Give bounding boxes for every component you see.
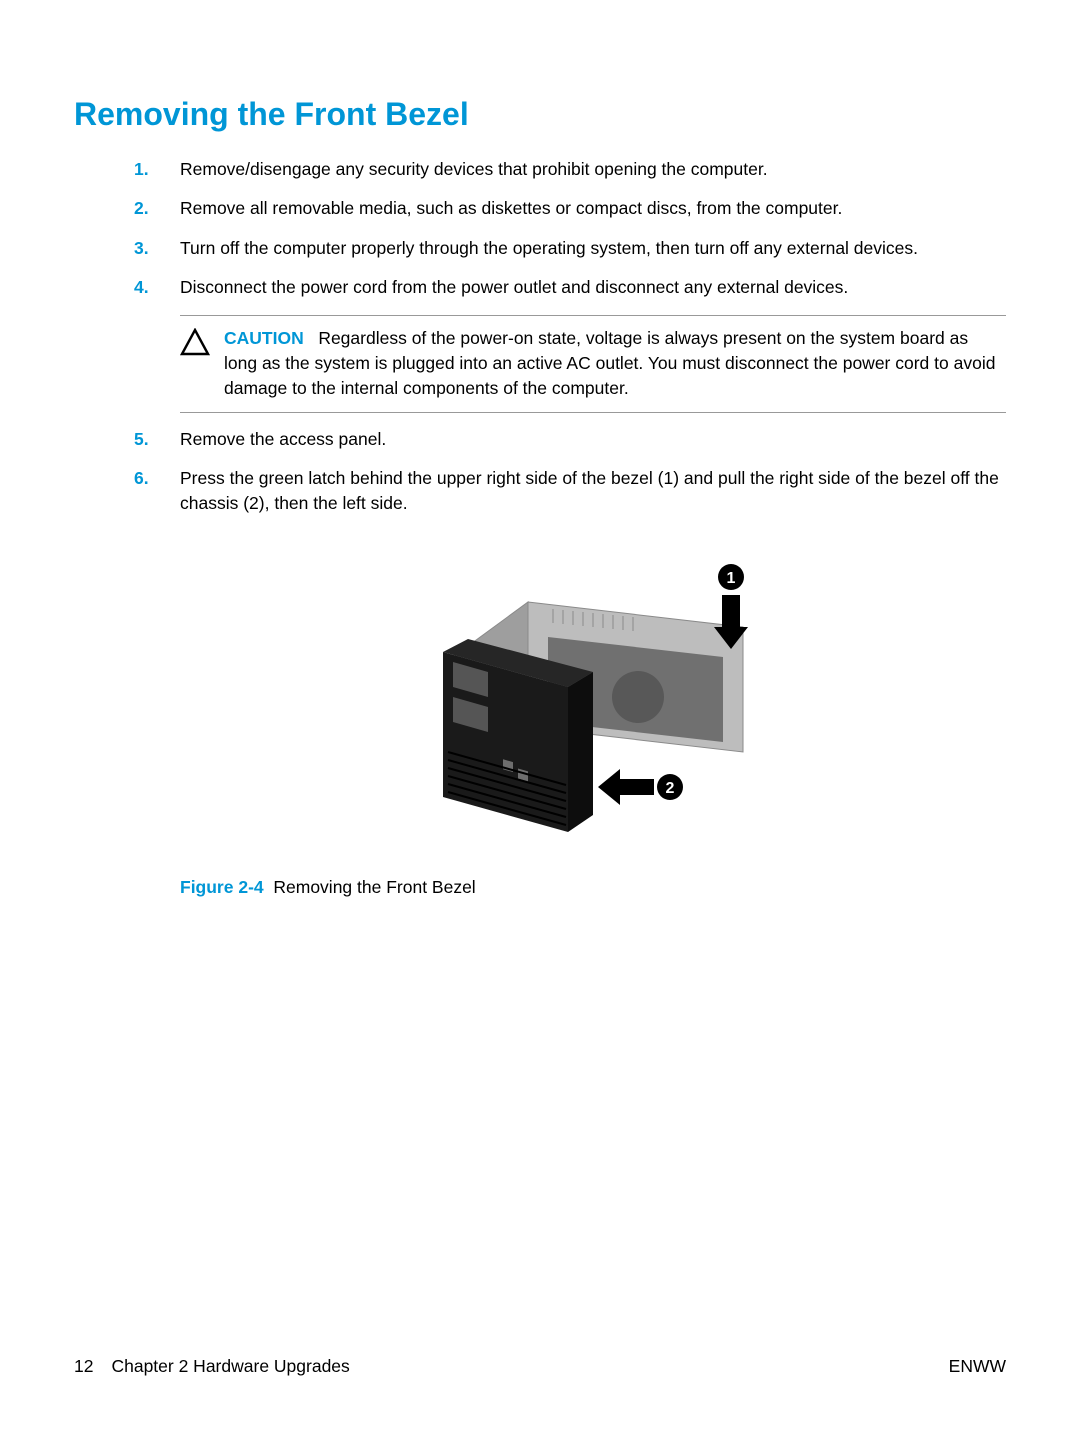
figure-illustration: 1 2 bbox=[408, 557, 778, 847]
step-text: Disconnect the power cord from the power… bbox=[180, 275, 1006, 300]
step-number: 4. bbox=[134, 275, 180, 300]
step-item: 6. Press the green latch behind the uppe… bbox=[134, 466, 1006, 517]
page-footer: 12 Chapter 2 Hardware Upgrades ENWW bbox=[74, 1356, 1006, 1377]
step-item: 1. Remove/disengage any security devices… bbox=[134, 157, 1006, 182]
step-item: 4. Disconnect the power cord from the po… bbox=[134, 275, 1006, 300]
step-number: 3. bbox=[134, 236, 180, 261]
step-number: 2. bbox=[134, 196, 180, 221]
step-text: Turn off the computer properly through t… bbox=[180, 236, 1006, 261]
caution-container: CAUTION Regardless of the power-on state… bbox=[134, 315, 1006, 413]
figure-container: 1 2 Figure 2-4 Removing the Front Bezel bbox=[134, 557, 1006, 898]
callout-2: 2 bbox=[598, 769, 683, 805]
page-heading: Removing the Front Bezel bbox=[74, 96, 1006, 133]
figure-label: Figure 2-4 bbox=[180, 877, 264, 897]
step-text: Remove the access panel. bbox=[180, 427, 1006, 452]
caution-text: CAUTION Regardless of the power-on state… bbox=[224, 326, 1006, 402]
step-number: 5. bbox=[134, 427, 180, 452]
chapter-label: Chapter 2 Hardware Upgrades bbox=[111, 1356, 349, 1377]
figure-wrap: 1 2 Figure 2-4 Removing the Front Bezel bbox=[180, 557, 1006, 898]
document-page: Removing the Front Bezel 1. Remove/disen… bbox=[0, 0, 1080, 1437]
caution-block: CAUTION Regardless of the power-on state… bbox=[180, 315, 1006, 413]
step-number: 1. bbox=[134, 157, 180, 182]
step-text: Remove/disengage any security devices th… bbox=[180, 157, 1006, 182]
step-item: 2. Remove all removable media, such as d… bbox=[134, 196, 1006, 221]
callout-2-label: 2 bbox=[666, 780, 675, 797]
figure-caption-text: Removing the Front Bezel bbox=[273, 877, 475, 897]
page-number: 12 bbox=[74, 1356, 93, 1377]
footer-left: 12 Chapter 2 Hardware Upgrades bbox=[74, 1356, 350, 1377]
caution-icon bbox=[180, 326, 224, 356]
footer-right: ENWW bbox=[949, 1356, 1006, 1377]
step-list: 1. Remove/disengage any security devices… bbox=[74, 157, 1006, 898]
step-number: 6. bbox=[134, 466, 180, 491]
step-item: 3. Turn off the computer properly throug… bbox=[134, 236, 1006, 261]
callout-1-label: 1 bbox=[727, 570, 736, 587]
caution-body: Regardless of the power-on state, voltag… bbox=[224, 328, 995, 399]
step-text: Remove all removable media, such as disk… bbox=[180, 196, 1006, 221]
figure-caption: Figure 2-4 Removing the Front Bezel bbox=[180, 877, 1006, 898]
step-item: 5. Remove the access panel. bbox=[134, 427, 1006, 452]
caution-label: CAUTION bbox=[224, 328, 304, 348]
step-text: Press the green latch behind the upper r… bbox=[180, 466, 1006, 517]
